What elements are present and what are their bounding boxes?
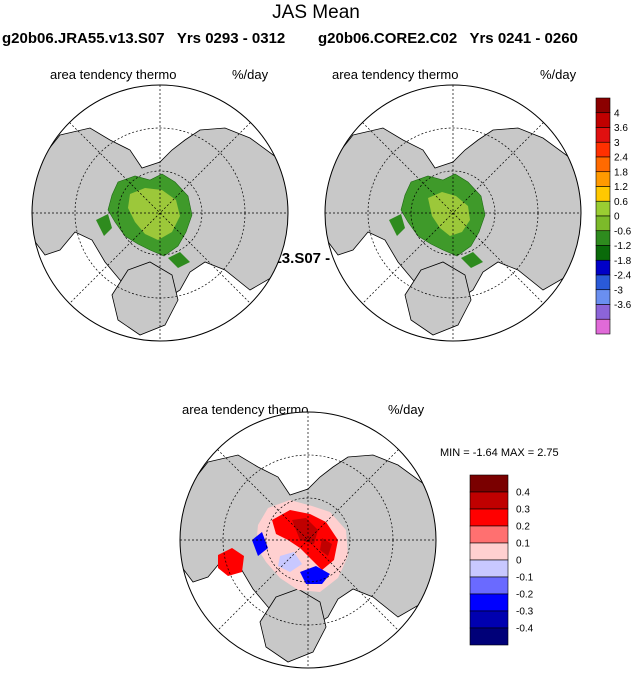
panel-1-units: %/day	[232, 67, 269, 82]
colorbar-top-swatch	[595, 245, 611, 261]
panel-1-map	[31, 84, 289, 342]
colorbar-top-swatch	[595, 171, 611, 187]
colorbar-top-label: -0.6	[614, 226, 632, 237]
panel-1-variable: area tendency thermo	[50, 67, 177, 82]
colorbar-top-swatch	[595, 274, 611, 291]
colorbar-top-swatch	[595, 304, 611, 320]
difference-field-lightblue	[278, 552, 302, 572]
colorbar-difference-swatch	[469, 525, 509, 544]
colorbar-top-swatch	[595, 186, 611, 202]
page-title: JAS Mean	[272, 2, 360, 23]
colorbar-difference-label: 0.3	[516, 505, 530, 516]
difference-field-blue	[252, 532, 330, 584]
colorbar-difference-label: -0.3	[516, 607, 534, 618]
colorbar-top-label: 1.8	[614, 167, 628, 178]
colorbar-difference-swatch	[469, 593, 509, 612]
colorbar-difference-label: 0	[516, 556, 522, 567]
colorbar-top-label: 3.6	[614, 123, 628, 134]
colorbar-difference-label: 0.4	[516, 488, 530, 499]
difference-land-greenland	[259, 588, 327, 663]
panel-2-years: Yrs 0241 - 0260	[469, 30, 578, 47]
panel-1-border	[31, 84, 289, 342]
colorbar-difference: 0.4 0.3 0.2 0.1 0 -0.1 -0.2 -0.3 -0.4	[469, 474, 534, 646]
difference-graticule	[180, 412, 436, 668]
panel-1-ice-fringe	[96, 214, 190, 268]
panel-2-ice-light	[428, 192, 470, 236]
panel-2-units: %/day	[540, 67, 577, 82]
colorbar-difference-label: -0.2	[516, 590, 534, 601]
panel-1-ice-light	[128, 188, 180, 240]
panel-2-case: g20b06.CORE2.C02	[318, 30, 458, 47]
colorbar-top-label: -2.4	[614, 271, 632, 282]
colorbar-difference-swatch	[469, 576, 509, 595]
colorbar-top-label: 0	[614, 212, 620, 223]
panel-1-case: g20b06.JRA55.v13.S07	[2, 30, 165, 47]
panel-2-border	[324, 84, 582, 342]
difference-field-darkred	[292, 518, 332, 556]
colorbar-top-label: 2.4	[614, 153, 628, 164]
colorbar-top-label: 0.6	[614, 197, 628, 208]
panel-2-case-title: g20b06.CORE2.C02 Yrs 0241 - 0260	[318, 30, 578, 47]
colorbar-top-swatch	[595, 259, 611, 276]
panel-1-graticule	[32, 85, 288, 341]
colorbar-top-label: -1.2	[614, 241, 632, 252]
colorbar-top: 4 3.6 3 2.4 1.8 1.2 0.6 0 -0.6 -1.2 -1.8 -2.4 -3 -3.6	[595, 97, 632, 335]
colorbar-difference-swatch	[469, 559, 509, 578]
colorbar-top-swatch	[595, 289, 611, 305]
colorbar-difference-swatch	[469, 508, 509, 527]
colorbar-top-swatch	[595, 230, 611, 246]
colorbar-difference-swatch	[469, 491, 509, 510]
colorbar-top-label: -3.6	[614, 300, 632, 311]
difference-minmax: MIN = -1.64 MAX = 2.75	[440, 447, 559, 459]
difference-units: %/day	[388, 402, 425, 417]
panel-2-graticule	[325, 85, 581, 341]
colorbar-difference-label: 0.2	[516, 522, 530, 533]
panel-1-land-greenland	[111, 261, 179, 336]
colorbar-top-swatch	[595, 318, 611, 335]
panel-1-years: Yrs 0293 - 0312	[176, 30, 286, 47]
panel-2-map	[324, 84, 582, 342]
colorbar-top-label: 3	[614, 138, 620, 149]
difference-variable: area tendency thermo	[182, 402, 309, 417]
colorbar-difference-label: -0.1	[516, 573, 534, 584]
colorbar-top-swatch	[595, 97, 611, 114]
colorbar-difference-label: 0.1	[516, 539, 530, 550]
colorbar-top-swatch	[595, 215, 611, 232]
panel-2-land-greenland	[404, 261, 472, 336]
colorbar-difference-swatch	[469, 542, 509, 561]
difference-map	[179, 411, 437, 669]
panel-1-case-title: g20b06.JRA55.v13.S07 Yrs 0293 - 0312	[2, 30, 285, 47]
colorbar-difference-swatch	[469, 610, 509, 629]
colorbar-top-swatch	[595, 156, 611, 173]
difference-border	[179, 411, 437, 669]
colorbar-top-label: 4	[614, 108, 620, 119]
colorbar-top-swatch	[595, 200, 611, 217]
colorbar-top-label: 1.2	[614, 182, 628, 193]
panel-2-ice-fringe	[389, 214, 483, 268]
colorbar-top-swatch	[595, 127, 611, 143]
colorbar-difference-swatch	[469, 627, 509, 646]
colorbar-difference-label: -0.4	[516, 624, 534, 635]
difference-field-west-red	[218, 548, 244, 576]
colorbar-top-swatch	[595, 112, 611, 128]
colorbar-difference-swatch	[469, 474, 509, 493]
panel-2-variable: area tendency thermo	[332, 67, 459, 82]
colorbar-top-label: -3	[614, 285, 623, 296]
colorbar-top-label: -1.8	[614, 256, 632, 267]
colorbar-top-swatch	[595, 141, 611, 158]
